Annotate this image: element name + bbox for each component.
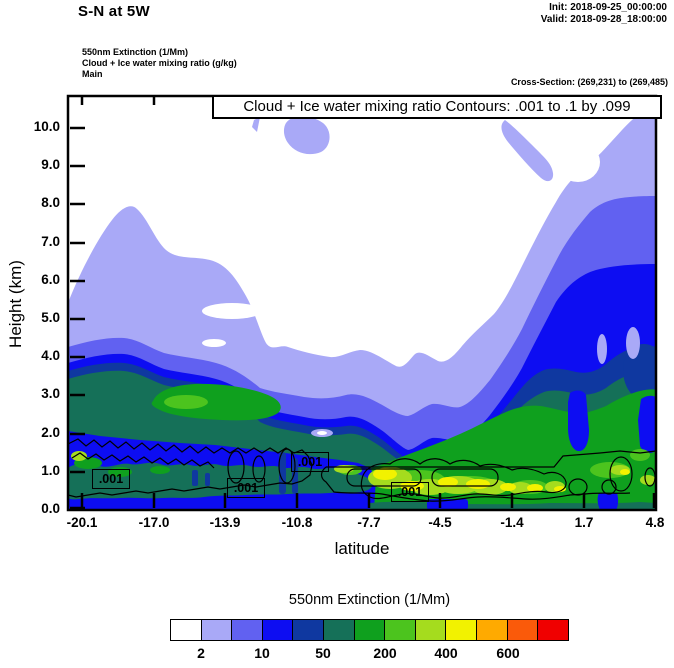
legend-tick-label: 10 xyxy=(254,645,270,661)
cloud-contour-lines xyxy=(68,438,656,502)
y-tick-label: 10.0 xyxy=(33,119,60,134)
legend-swatch xyxy=(538,620,568,640)
field-label-domain: Main xyxy=(82,69,103,79)
legend-swatch xyxy=(354,620,386,640)
legend-swatch xyxy=(385,620,416,640)
page-title: S-N at 5W xyxy=(78,3,150,20)
y-tick-label: 7.0 xyxy=(41,234,60,249)
legend-swatch xyxy=(201,620,233,640)
legend-colorbar xyxy=(170,619,569,641)
contour-value-label: .001 xyxy=(291,452,329,472)
legend-tick-label: 2 xyxy=(197,645,205,661)
cross-section-label: Cross-Section: (269,231) to (269,485) xyxy=(510,77,668,87)
x-tick-label: 4.8 xyxy=(645,515,665,530)
legend-swatch xyxy=(232,620,263,640)
filled-contour-layers xyxy=(68,96,656,510)
x-tick-label: 1.7 xyxy=(574,515,594,530)
legend-swatch xyxy=(293,620,325,640)
y-tick-label: 9.0 xyxy=(41,157,60,172)
y-tick-label: 4.0 xyxy=(41,348,60,363)
contour-info-banner: Cloud + Ice water mixing ratio Contours:… xyxy=(212,95,662,119)
x-tick-label: -17.0 xyxy=(138,515,170,530)
y-tick-label: 5.0 xyxy=(41,310,60,325)
contour-value-label: .001 xyxy=(92,469,130,489)
legend-swatch xyxy=(507,620,539,640)
legend-swatch xyxy=(446,620,478,640)
field-label-extinction: 550nm Extinction (1/Mm) xyxy=(82,47,189,57)
x-tick-label: -1.4 xyxy=(500,515,524,530)
y-tick-label: 0.0 xyxy=(41,501,60,516)
valid-timestamp: Valid: 2018-09-28_18:00:00 xyxy=(540,14,667,25)
y-tick-label: 6.0 xyxy=(41,272,60,287)
y-tick-label: 1.0 xyxy=(41,463,60,478)
x-tick-label: -7.7 xyxy=(357,515,381,530)
contour-value-label: .001 xyxy=(227,478,265,498)
contour-value-label: .001 xyxy=(391,482,429,502)
legend-swatch xyxy=(262,620,294,640)
x-tick-label: -13.9 xyxy=(209,515,241,530)
legend-tick-label: 600 xyxy=(496,645,520,661)
legend-swatch xyxy=(171,620,202,640)
legend-tick-label: 50 xyxy=(315,645,331,661)
x-axis-label: latitude xyxy=(334,539,390,558)
legend-title: 550nm Extinction (1/Mm) xyxy=(288,592,451,608)
y-tick-label: 3.0 xyxy=(41,386,60,401)
x-tick-label: -20.1 xyxy=(66,515,98,530)
legend-tick-label: 200 xyxy=(373,645,397,661)
y-tick-label: 2.0 xyxy=(41,425,60,440)
field-label-mixing-ratio: Cloud + Ice water mixing ratio (g/kg) xyxy=(82,58,237,68)
legend-swatch xyxy=(324,620,355,640)
legend-swatch xyxy=(415,620,447,640)
legend-swatch xyxy=(477,620,508,640)
init-timestamp: Init: 2018-09-25_00:00:00 xyxy=(549,2,667,13)
y-tick-label: 8.0 xyxy=(41,195,60,210)
x-tick-label: -10.8 xyxy=(281,515,313,530)
x-tick-label: -4.5 xyxy=(428,515,452,530)
legend-tick-label: 400 xyxy=(434,645,458,661)
